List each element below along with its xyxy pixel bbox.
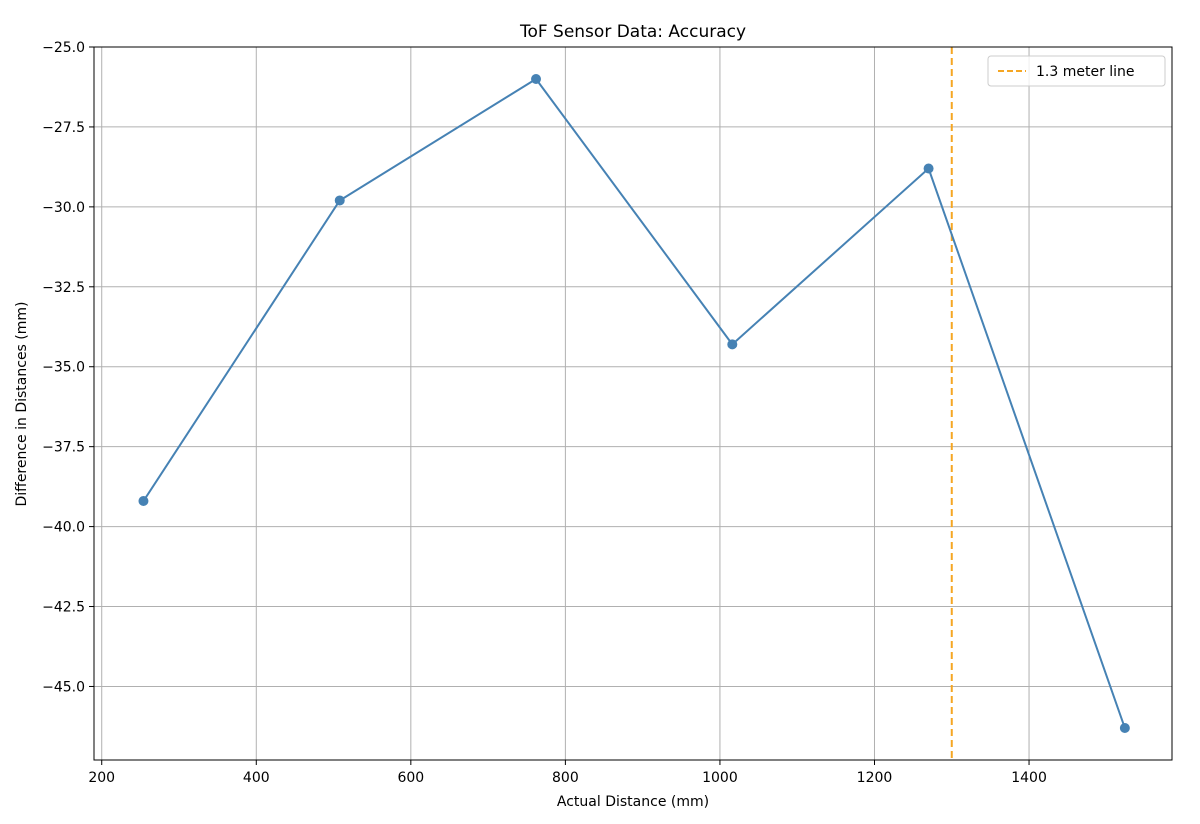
x-tick-label: 600: [397, 770, 424, 786]
y-axis-label: Difference in Distances (mm): [14, 302, 30, 507]
data-point: [1119, 723, 1130, 734]
data-points: [138, 73, 1130, 734]
data-point: [531, 73, 542, 84]
y-tick-label: −37.5: [42, 440, 85, 456]
y-tick-label: −25.0: [42, 40, 85, 56]
y-axis-ticks: −25.0 −27.5 −30.0 −32.5 −35.0 −37.5 −40.0 −42.5…: [42, 40, 94, 695]
x-tick-label: 400: [243, 770, 270, 786]
legend-box: [987, 55, 1166, 87]
y-tick-label: −35.0: [42, 360, 85, 376]
x-tick-label: 1000: [702, 770, 738, 786]
data-point: [138, 496, 149, 507]
chart-title: ToF Sensor Data: Accuracy: [519, 22, 746, 42]
y-tick-label: −40.0: [42, 520, 85, 536]
y-tick-label: −27.5: [42, 120, 85, 136]
x-tick-label: 1400: [1011, 770, 1047, 786]
data-point: [727, 339, 738, 350]
x-axis-label: Actual Distance (mm): [557, 794, 709, 810]
legend-label: 1.3 meter line: [1036, 64, 1135, 80]
data-point: [334, 195, 345, 206]
legend: 1.3 meter line: [987, 55, 1166, 87]
x-tick-label: 800: [552, 770, 579, 786]
series-line: [142, 77, 1126, 729]
y-tick-label: −45.0: [42, 679, 85, 695]
series-lines: [142, 77, 1126, 729]
data-point: [923, 163, 934, 174]
x-axis-ticks: 200 400 600 800 1000 1200 1400: [88, 760, 1047, 786]
x-tick-label: 200: [88, 770, 115, 786]
grid-lines: [94, 46, 1172, 760]
y-tick-label: −32.5: [42, 280, 85, 296]
y-tick-label: −30.0: [42, 200, 85, 216]
plot-frame: [93, 46, 1173, 761]
x-tick-label: 1200: [857, 770, 893, 786]
y-tick-label: −42.5: [42, 600, 85, 616]
